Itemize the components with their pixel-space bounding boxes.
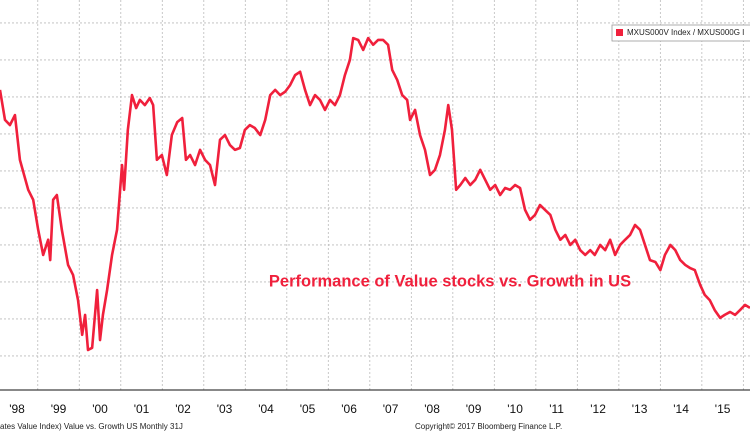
annotation: Performance of Value stocks vs. Growth i…	[269, 272, 631, 290]
x-tick-label: '13	[632, 402, 648, 416]
x-tick-label: '15	[715, 402, 731, 416]
x-tick-label: '05	[300, 402, 316, 416]
legend-label: MXUS000V Index / MXUS000G I	[627, 28, 744, 37]
x-tick-label: '08	[424, 402, 440, 416]
legend: MXUS000V Index / MXUS000G I	[616, 28, 744, 37]
legend-box	[611, 24, 750, 42]
x-tick-label: '14	[673, 402, 689, 416]
x-tick-label: '98	[9, 402, 25, 416]
x-tick-label: '06	[341, 402, 357, 416]
plot	[0, 36, 750, 352]
x-tick-label: '10	[507, 402, 523, 416]
x-tick-label: '12	[590, 402, 606, 416]
data-line	[0, 36, 750, 352]
grid	[0, 0, 750, 390]
x-tick-label: '00	[92, 402, 108, 416]
legend-swatch	[616, 29, 623, 36]
x-tick-label: '02	[175, 402, 191, 416]
x-tick-label: '07	[383, 402, 399, 416]
footer-right: Copyright© 2017 Bloomberg Finance L.P.	[415, 422, 562, 431]
footer-left: ates Value Index) Value vs. Growth US Mo…	[0, 422, 183, 431]
x-tick-label: '03	[217, 402, 233, 416]
x-tick-label: '04	[258, 402, 274, 416]
x-tick-label: '99	[51, 402, 67, 416]
x-tick-label: '09	[466, 402, 482, 416]
x-tick-label: '11	[549, 402, 564, 416]
x-tick-label: '01	[134, 402, 150, 416]
